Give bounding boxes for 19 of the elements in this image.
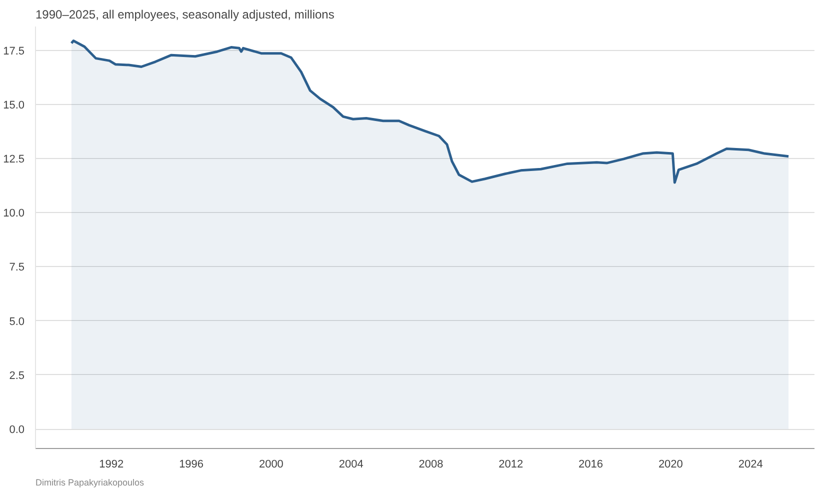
x-tick-label: 2020 — [658, 458, 683, 470]
x-tick-label: 2000 — [258, 458, 284, 470]
x-tick-label: 2012 — [498, 458, 524, 470]
text: Dimitris Papakyriakopoulos — [36, 478, 145, 488]
x-tick-label: 2004 — [338, 458, 364, 470]
x-tick-label: 2016 — [578, 458, 604, 470]
y-tick-label: 5.0 — [9, 316, 25, 328]
y-tick-label: 2.5 — [9, 370, 25, 382]
y-tick-label: 12.5 — [3, 154, 25, 166]
chart-title: 1990–2025, all employees, seasonally adjusted, millions — [36, 8, 334, 22]
x-tick-label: 2024 — [738, 458, 763, 470]
y-tick-label: 10.0 — [3, 208, 25, 220]
y-tick-label: 15.0 — [3, 99, 25, 112]
x-tick-label: 1992 — [99, 458, 124, 470]
y-tick-label: 17.5 — [3, 45, 25, 58]
x-tick-label: 1996 — [179, 458, 204, 470]
y-tick-label: 0.0 — [9, 424, 25, 436]
x-tick-label: 2008 — [418, 458, 444, 470]
y-tick-label: 7.5 — [9, 262, 25, 274]
